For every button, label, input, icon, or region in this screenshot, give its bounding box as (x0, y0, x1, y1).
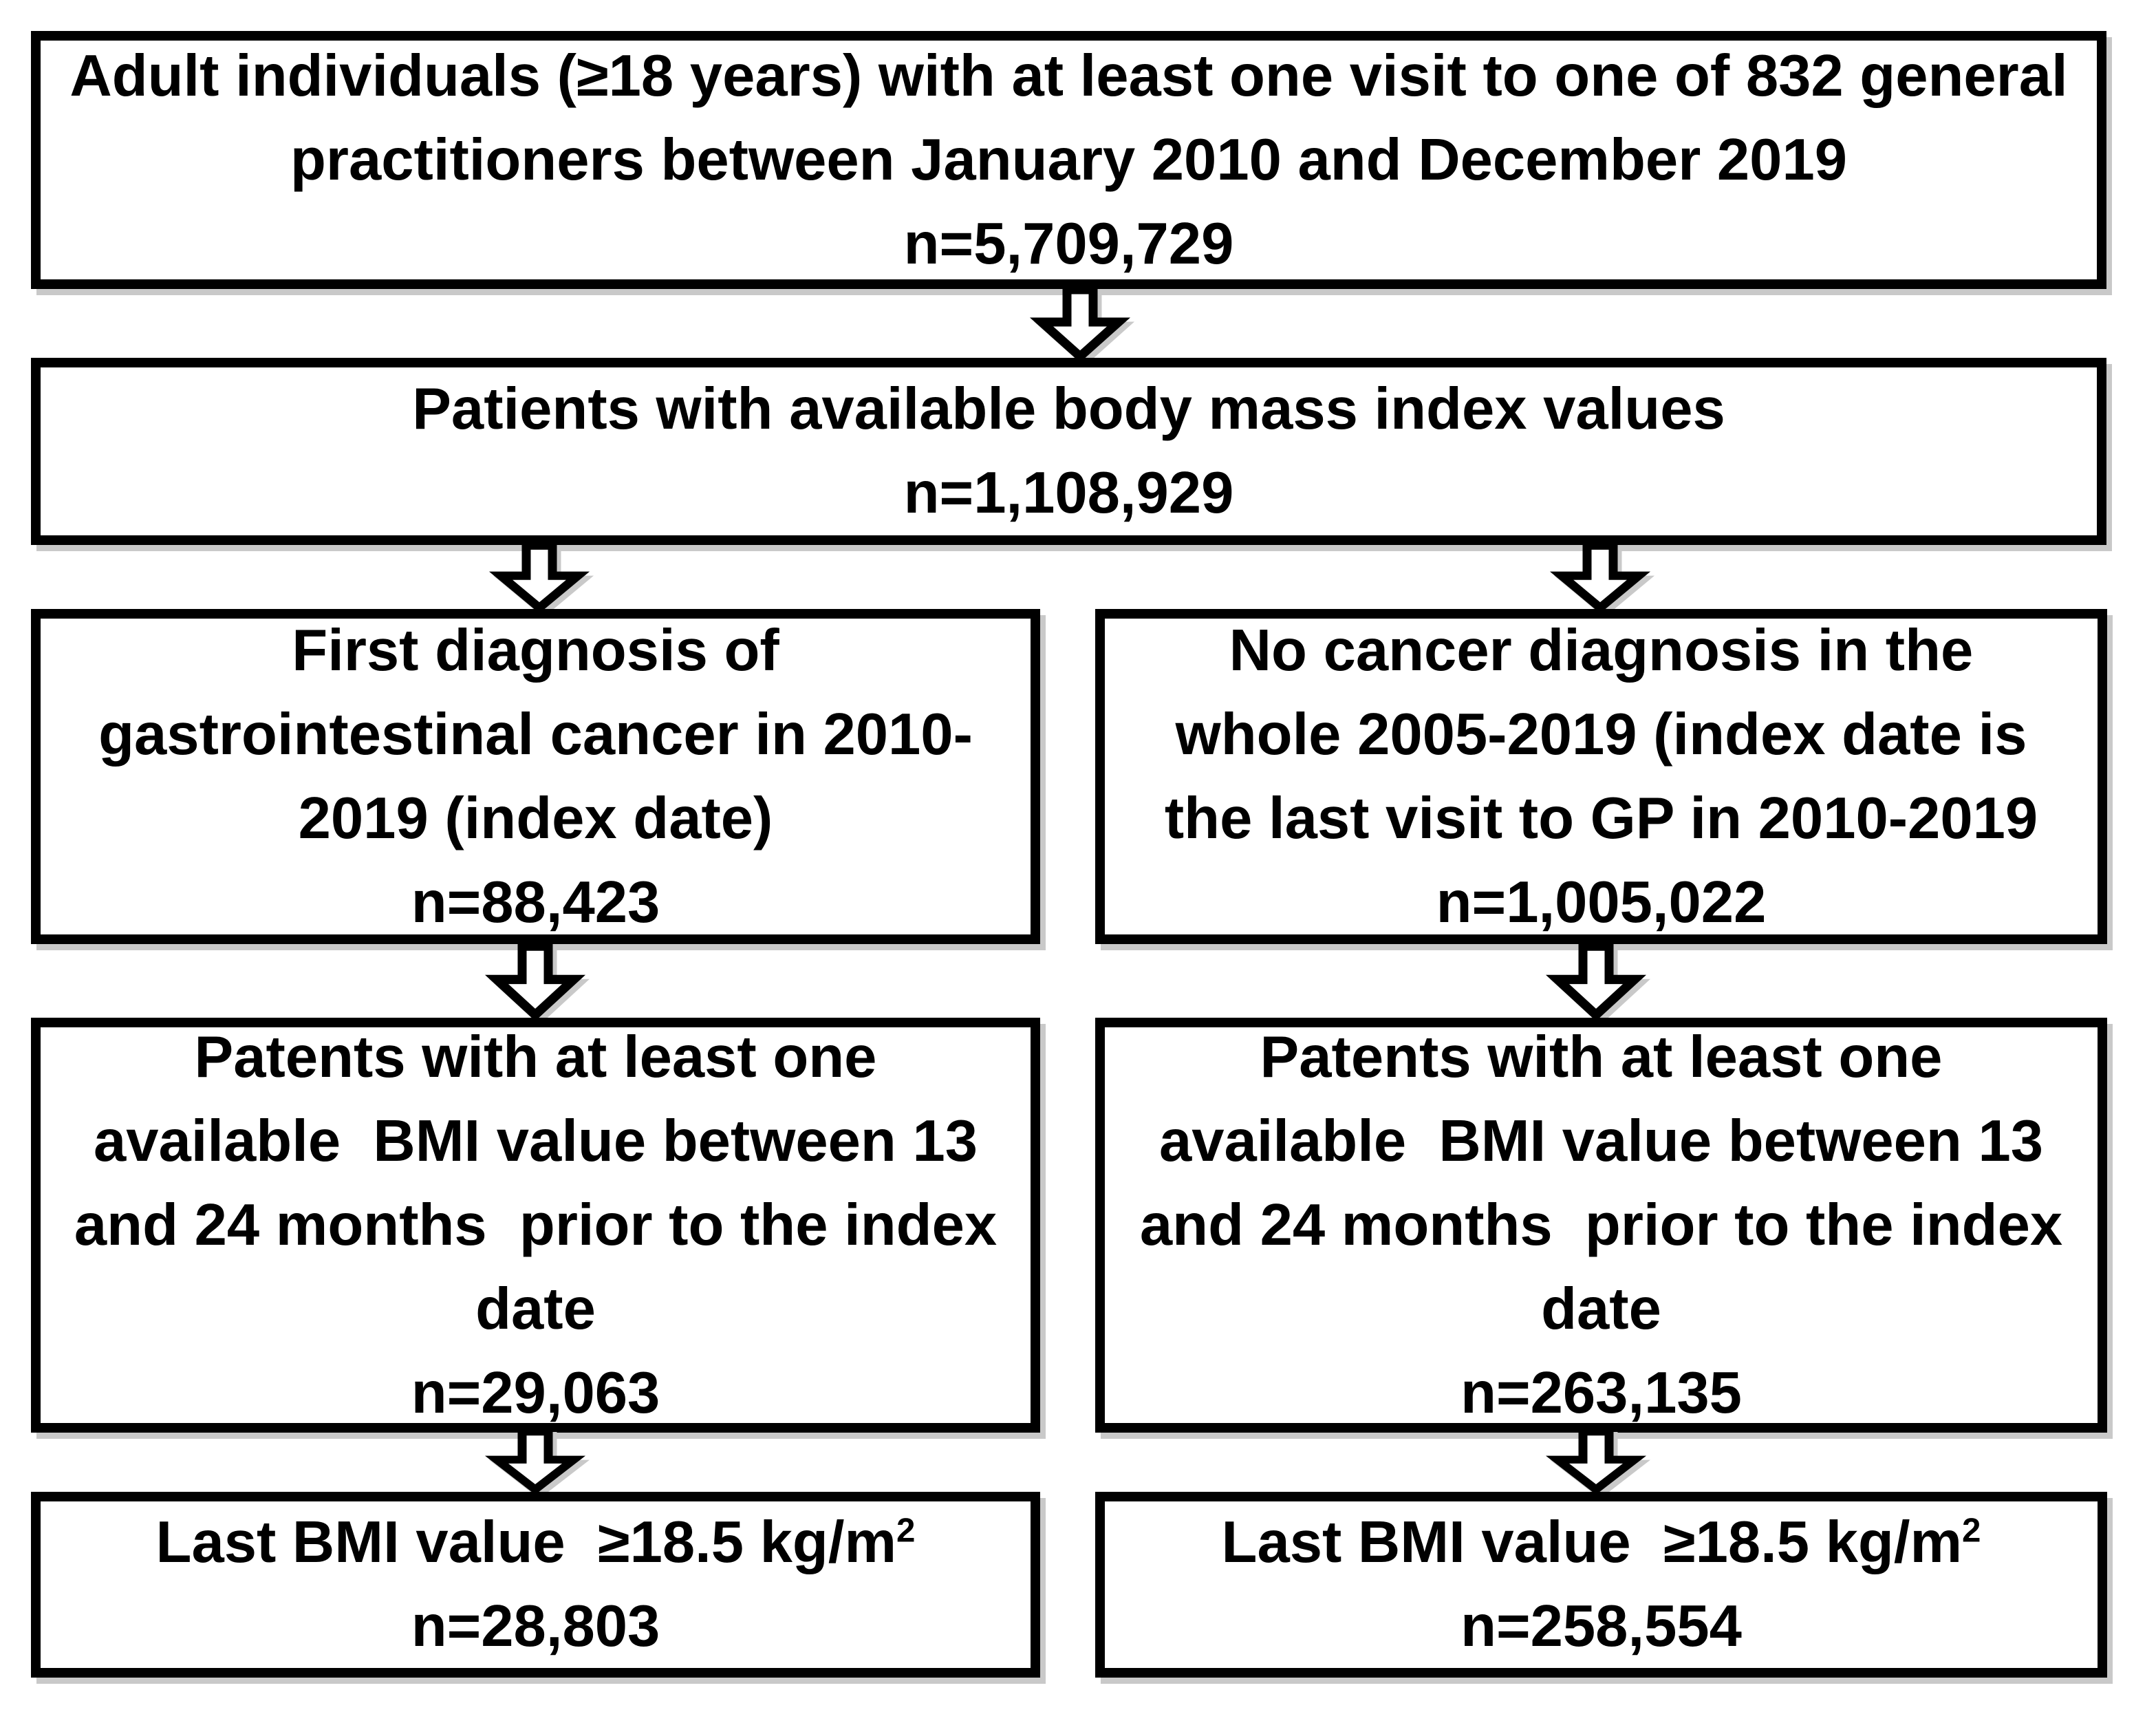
box-text-line: First diagnosis of (292, 617, 779, 683)
box-n-value: n=263,135 (1460, 1360, 1742, 1426)
box-text-line: Patients with available body mass index … (412, 376, 1725, 442)
down-arrow-icon (1545, 1427, 1647, 1495)
box-text-line: Last BMI value ≥18.5 kg/m2 (1222, 1501, 1981, 1585)
box-n-value: n=88,423 (411, 869, 660, 935)
superscript-2: 2 (1962, 1511, 1981, 1550)
box-text-line: 2019 (index date) (298, 785, 773, 851)
box-text-line: No cancer diagnosis in the (1229, 617, 1974, 683)
box-no-cancer: No cancer diagnosis in the whole 2005-20… (1095, 609, 2107, 944)
box-gi-cancer: First diagnosis of gastrointestinal canc… (31, 609, 1040, 944)
box-text-line: date (1541, 1276, 1661, 1342)
box-n-value: n=1,108,929 (903, 460, 1234, 526)
down-arrow-icon (1549, 541, 1651, 614)
box-gi-last-bmi: Last BMI value ≥18.5 kg/m2 n=28,803 (31, 1492, 1040, 1678)
down-arrow-icon (1545, 941, 1647, 1021)
box-n-value: n=28,803 (411, 1594, 660, 1659)
box-text-line: Last BMI value ≥18.5 kg/m2 (156, 1501, 916, 1585)
bmi-threshold-text: Last BMI value ≥18.5 kg/m (155, 1510, 897, 1575)
box-text-line: date (475, 1276, 596, 1342)
box-n-value: n=5,709,729 (903, 211, 1234, 277)
bmi-threshold-text: Last BMI value ≥18.5 kg/m (1221, 1510, 1963, 1575)
box-text-line: and 24 months prior to the index (74, 1192, 998, 1258)
down-arrow-icon (484, 1427, 586, 1495)
box-n-value: n=258,554 (1460, 1594, 1742, 1659)
box-text-line: gastrointestinal cancer in 2010- (98, 701, 973, 767)
box-text-line: Patents with at least one (194, 1024, 877, 1090)
box-n-value: n=29,063 (411, 1360, 660, 1426)
box-nocancer-bmi-window: Patents with at least one available BMI … (1095, 1018, 2107, 1433)
down-arrow-icon (484, 941, 586, 1021)
box-n-value: n=1,005,022 (1436, 869, 1767, 935)
box-bmi-available: Patients with available body mass index … (31, 358, 2106, 545)
box-text-line: the last visit to GP in 2010-2019 (1164, 785, 2038, 851)
box-gi-bmi-window: Patents with at least one available BMI … (31, 1018, 1040, 1433)
down-arrow-icon (1029, 285, 1131, 363)
box-text-line: practitioners between January 2010 and D… (290, 127, 1847, 193)
box-nocancer-last-bmi: Last BMI value ≥18.5 kg/m2 n=258,554 (1095, 1492, 2107, 1678)
superscript-2: 2 (896, 1511, 916, 1550)
down-arrow-icon (488, 541, 590, 614)
box-text-line: and 24 months prior to the index (1139, 1192, 2063, 1258)
box-text-line: available BMI value between 13 (93, 1108, 978, 1174)
box-adult-individuals: Adult individuals (≥18 years) with at le… (31, 31, 2106, 289)
box-text-line: whole 2005-2019 (index date is (1175, 701, 2027, 767)
box-text-line: Patents with at least one (1260, 1024, 1943, 1090)
box-text-line: available BMI value between 13 (1158, 1108, 2043, 1174)
box-text-line: Adult individuals (≥18 years) with at le… (69, 43, 2068, 109)
